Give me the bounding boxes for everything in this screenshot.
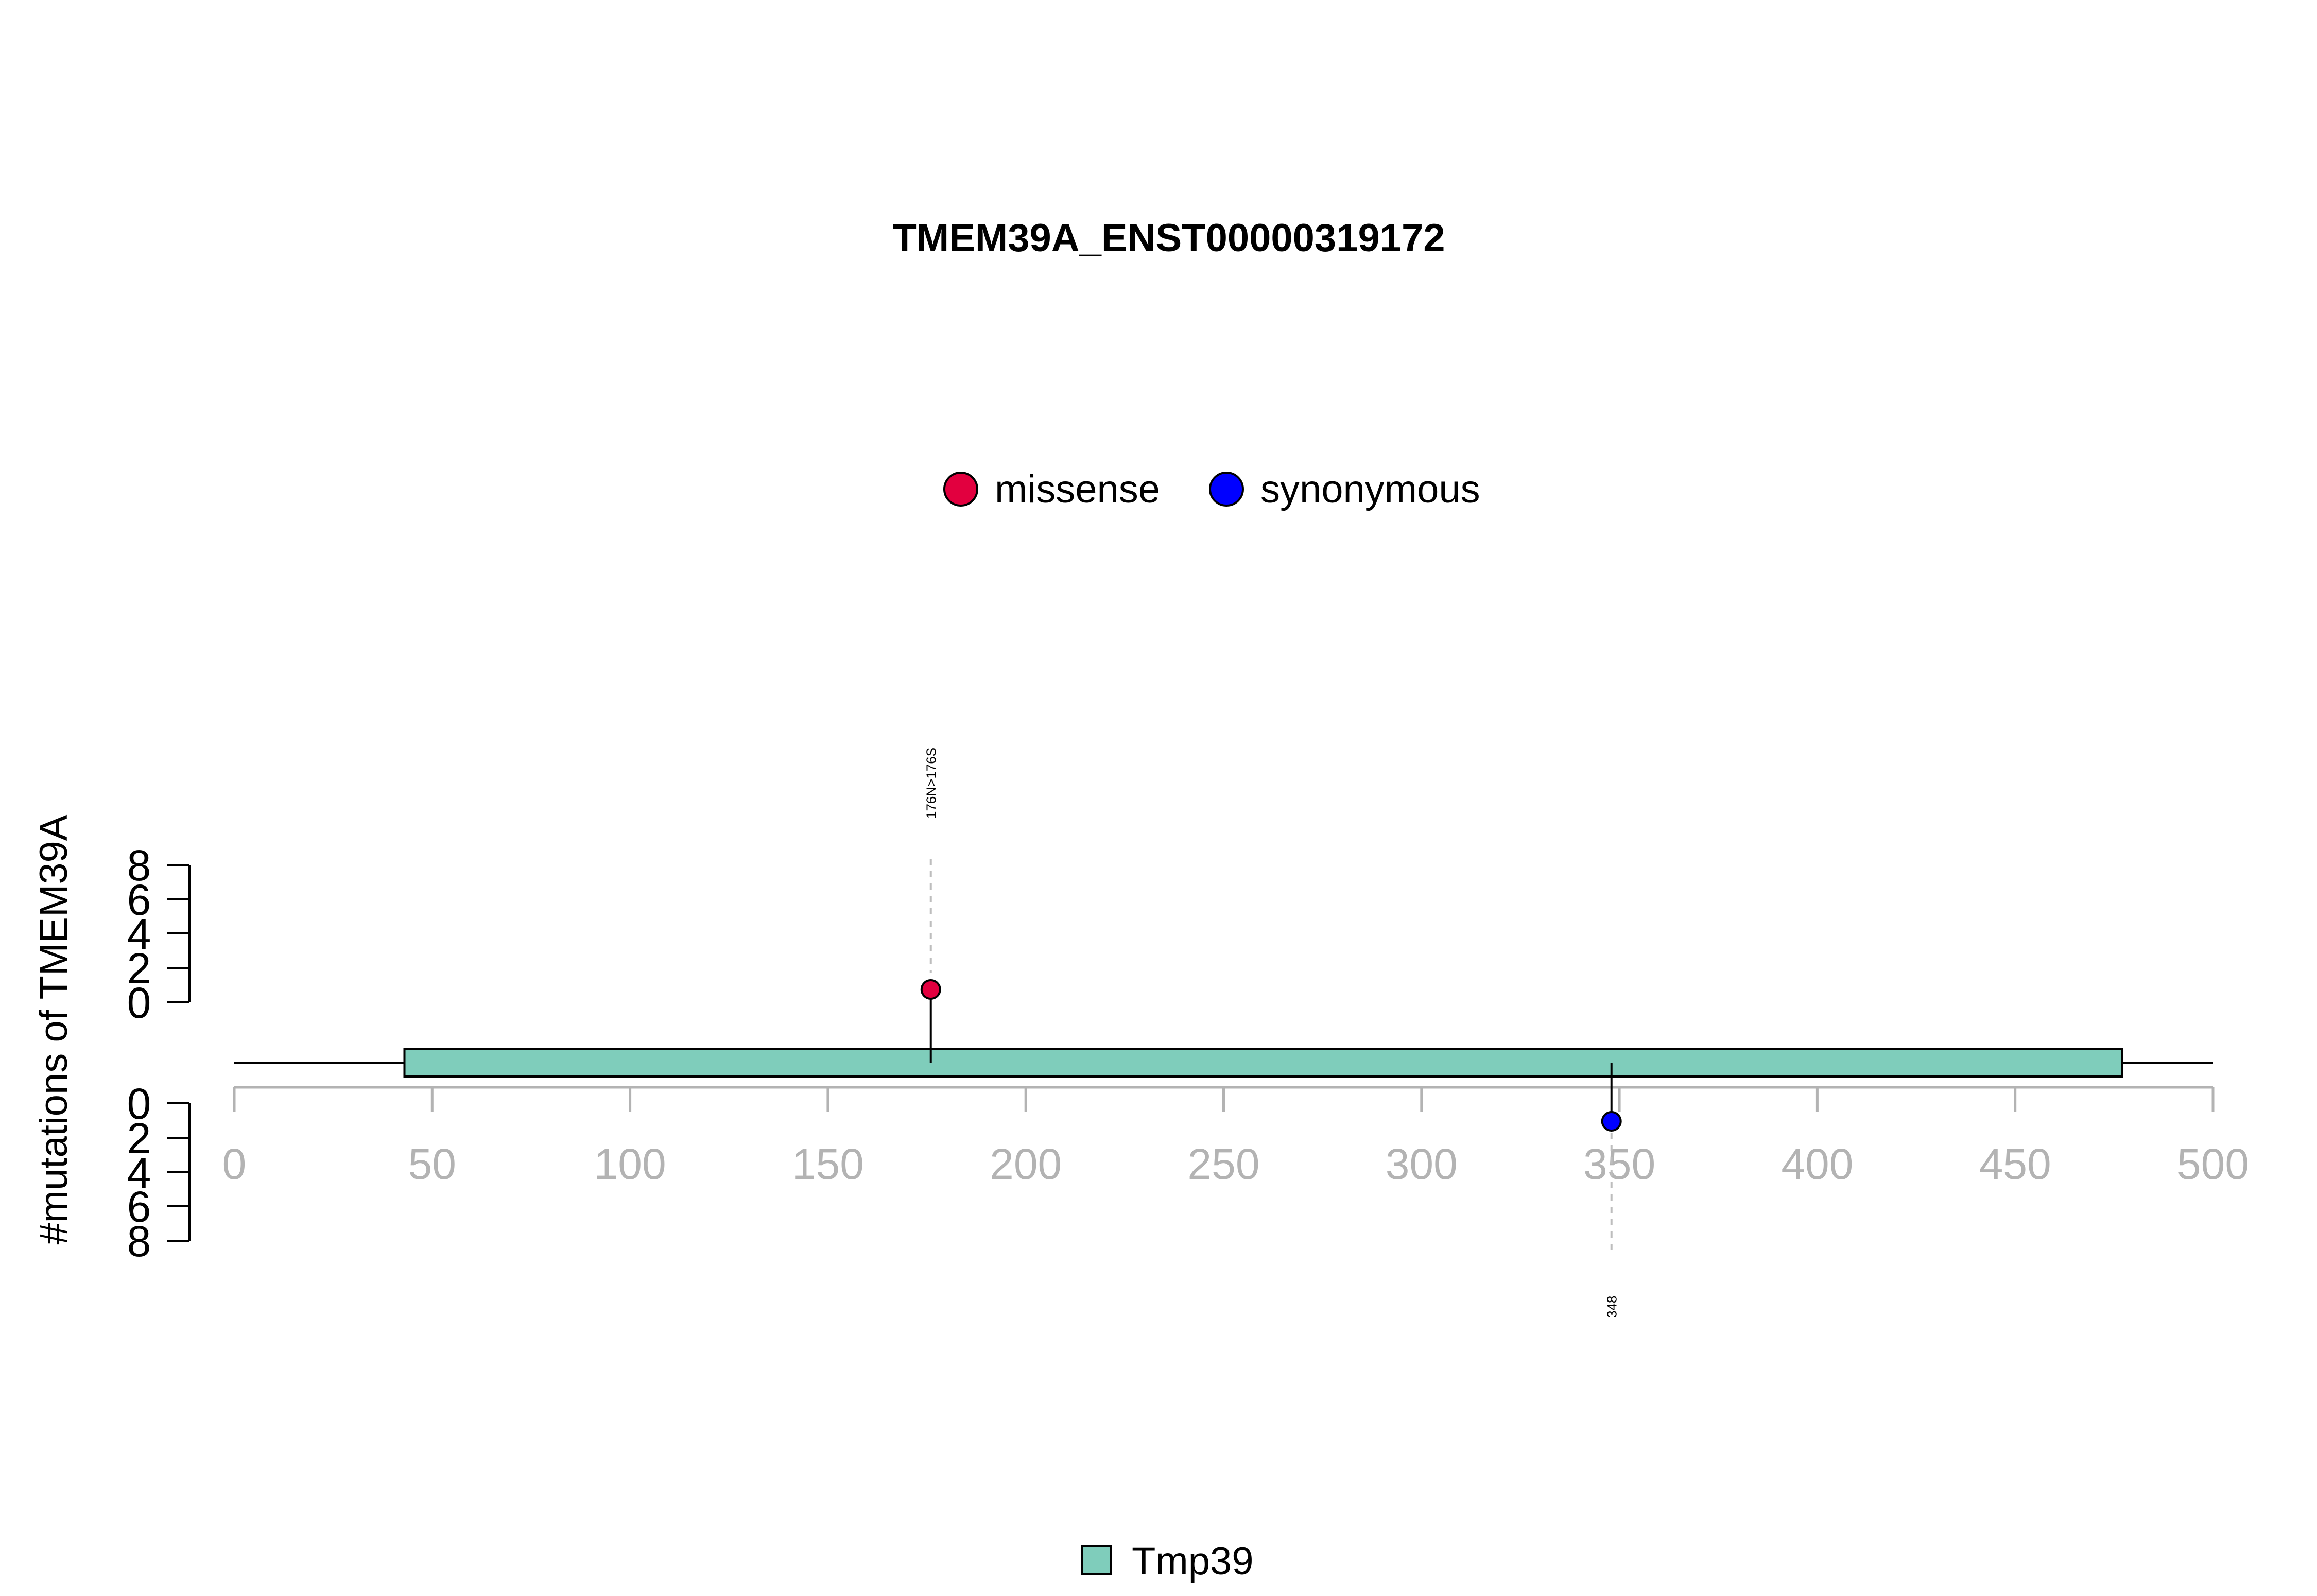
legend-synonymous-marker: [1209, 472, 1244, 507]
mutation-point-missense: [920, 979, 941, 1000]
legend-synonymous-label: synonymous: [1260, 467, 1480, 511]
y-bottom-tick-label: 8: [127, 1217, 151, 1265]
x-tick-label: 250: [1187, 1140, 1259, 1188]
x-axis-ticks: 0 50 100 150 200 250 300 350 400 450 500: [222, 1087, 2249, 1188]
mutations: 176N>176S 348: [920, 748, 1622, 1318]
chart-title: TMEM39A_ENST00000319172: [892, 216, 1445, 260]
mutation-label: 348: [1604, 1296, 1620, 1318]
x-tick-label: 50: [408, 1140, 456, 1188]
mutation-label: 176N>176S: [924, 748, 939, 819]
y-bottom-tick-label: 2: [127, 1114, 151, 1163]
domain-legend-label: Tmp39: [1132, 1539, 1254, 1583]
x-tick-label: 300: [1386, 1140, 1458, 1188]
domain-legend: Tmp39: [1081, 1539, 1254, 1583]
x-tick-label: 100: [594, 1140, 666, 1188]
x-tick-label: 150: [792, 1140, 864, 1188]
legend-missense-label: missense: [995, 467, 1160, 511]
y-top-tick-label: 4: [127, 910, 151, 958]
y-top-tick-label: 8: [127, 841, 151, 890]
y-bottom-tick-label: 6: [127, 1183, 151, 1231]
legend-item-missense: missense: [943, 467, 1160, 511]
y-axis-label: #mutations of TMEM39A: [32, 814, 76, 1244]
x-tick-label: 0: [222, 1140, 247, 1188]
domains: [403, 1048, 2123, 1078]
x-tick-label: 200: [990, 1140, 1062, 1188]
y-bottom-tick-label: 0: [127, 1080, 151, 1128]
y-top-tick-label: 6: [127, 876, 151, 924]
y-bottom-tick-label: 4: [127, 1149, 151, 1197]
domain-tmp39: [403, 1048, 2123, 1078]
x-tick-label: 350: [1583, 1140, 1655, 1188]
x-tick-label: 450: [1979, 1140, 2051, 1188]
domain-legend-swatch: [1081, 1545, 1112, 1575]
mutation-legend: missense synonymous: [943, 467, 1480, 511]
legend-missense-marker: [943, 472, 978, 507]
x-tick-label: 400: [1781, 1140, 1853, 1188]
x-tick-label: 500: [2177, 1140, 2249, 1188]
y-top-tick-label: 0: [127, 979, 151, 1027]
y-top-tick-label: 2: [127, 944, 151, 993]
mutation-point-synonymous: [1601, 1111, 1622, 1132]
legend-item-synonymous: synonymous: [1209, 467, 1480, 511]
